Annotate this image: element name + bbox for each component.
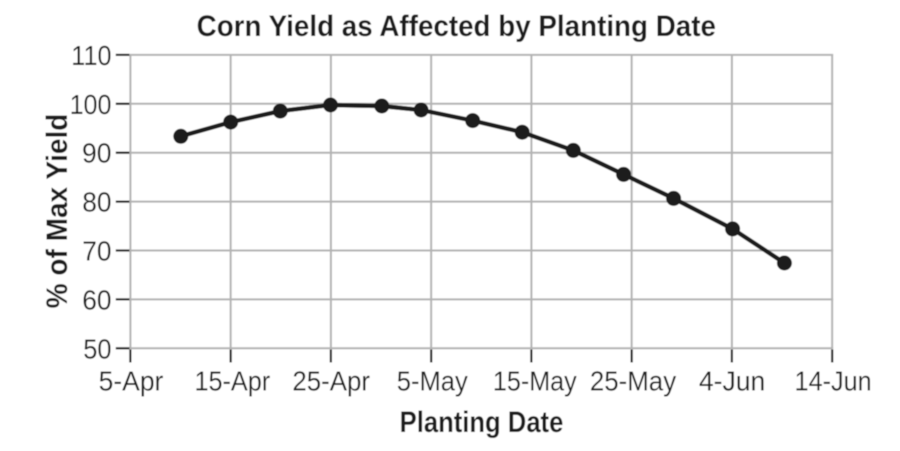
svg-text:80: 80: [82, 187, 111, 218]
svg-text:15-May: 15-May: [493, 366, 577, 397]
svg-text:90: 90: [82, 138, 112, 169]
svg-text:5-May: 5-May: [397, 366, 468, 397]
svg-text:60: 60: [82, 284, 111, 315]
svg-text:14-Jun: 14-Jun: [795, 366, 872, 397]
svg-text:5-Apr: 5-Apr: [99, 366, 164, 397]
svg-text:50: 50: [83, 333, 111, 364]
svg-text:Corn Yield as Affected by Plan: Corn Yield as Affected by Planting Date: [197, 10, 716, 43]
svg-text:4-Jun: 4-Jun: [699, 366, 766, 397]
svg-text:15-Apr: 15-Apr: [194, 366, 270, 397]
svg-text:25-Apr: 25-Apr: [292, 366, 370, 397]
svg-text:70: 70: [82, 236, 111, 267]
svg-text:100: 100: [70, 89, 112, 120]
svg-text:Planting Date: Planting Date: [400, 406, 564, 439]
svg-text:% of Max Yield: % of Max Yield: [41, 114, 74, 309]
svg-text:110: 110: [71, 40, 111, 71]
svg-text:25-May: 25-May: [590, 366, 676, 397]
